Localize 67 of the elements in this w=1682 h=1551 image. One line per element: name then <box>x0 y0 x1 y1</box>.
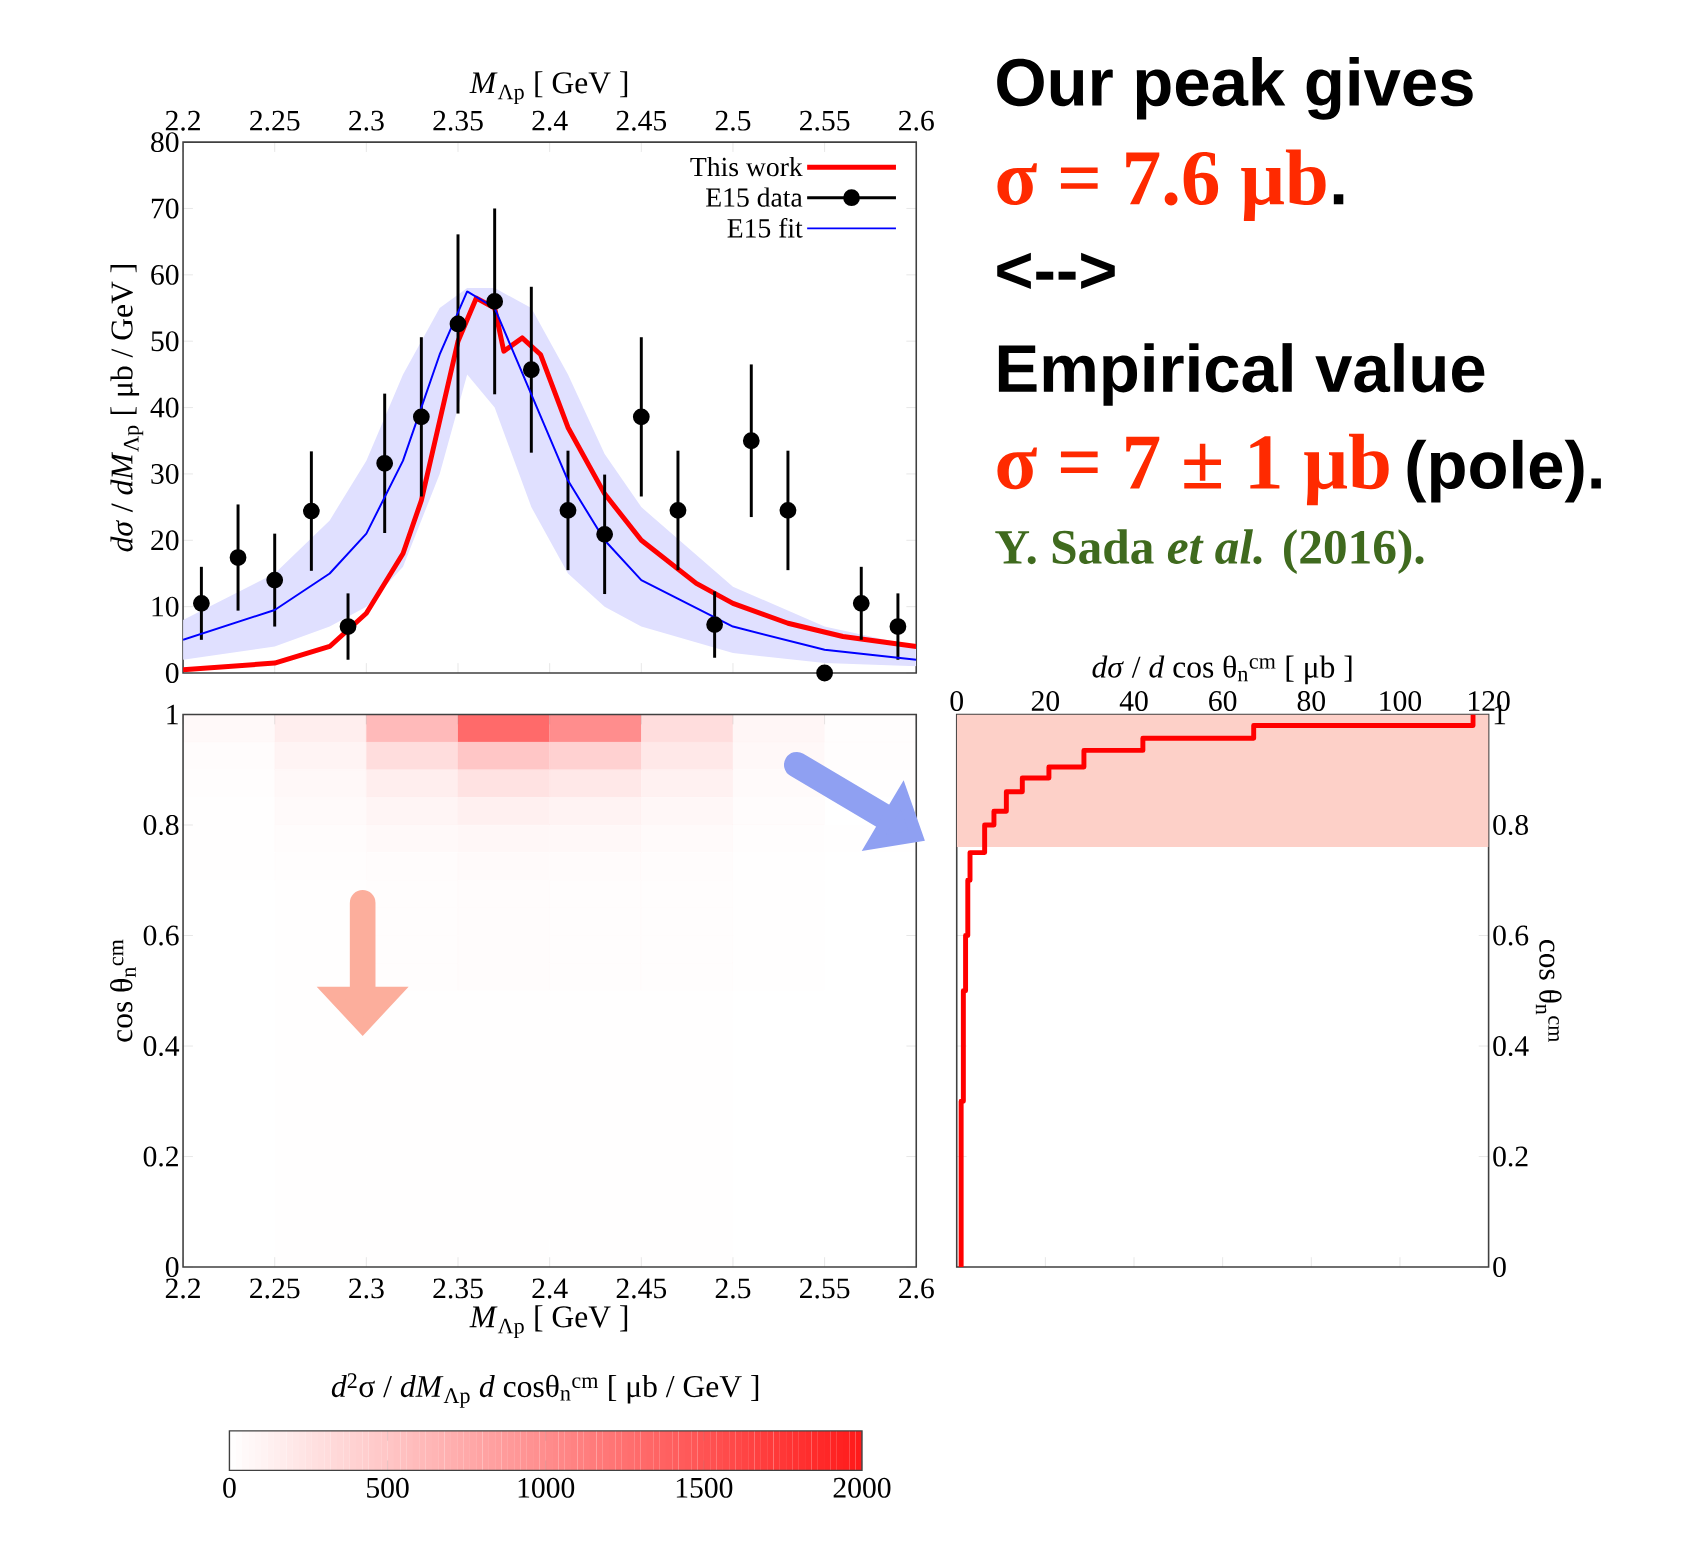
legend-label: E15 fit <box>727 217 803 238</box>
text: Y. Sada et al. (2016). <box>995 529 1424 574</box>
x-tick-label: 2.25 <box>250 1278 300 1299</box>
x-tick-label: 2.5 <box>715 110 751 131</box>
x-tick-label: 2.45 <box>616 110 667 131</box>
x-tick-label: 2.3 <box>349 1278 384 1299</box>
y-tick-label: 0 <box>165 1256 179 1277</box>
y-tick-label: 10 <box>152 596 179 617</box>
x-tick-label: 20 <box>1031 690 1060 711</box>
y-tick-label: 0.2 <box>143 1146 178 1167</box>
x-tick-label: 2.25 <box>250 110 300 131</box>
color-bar-label: 1500 <box>676 1477 733 1498</box>
y-tick-label: 80 <box>151 132 179 152</box>
y-axis-title: cos θ$_{n}$$^{cm}$ <box>1535 939 1562 1042</box>
y-tick-label: 60 <box>151 264 179 285</box>
y-tick-label: 0.2 <box>1493 1146 1528 1167</box>
color-bar-label: 1000 <box>518 1477 575 1498</box>
x-axis-title: M$_{Λp}$ [ GeV ] <box>469 71 628 104</box>
x-tick-label: 80 <box>1297 690 1325 711</box>
x-tick-label: 40 <box>1119 690 1148 711</box>
x-tick-label: 2.4 <box>532 1278 568 1299</box>
y-tick-label: 20 <box>151 530 179 551</box>
text: σ = 7.6 μb <box>997 149 1326 221</box>
y-tick-label: 70 <box>151 198 179 219</box>
y-tick-label: 50 <box>151 331 179 352</box>
x-tick-label: 2.35 <box>433 1278 483 1299</box>
x-tick-label: 2.6 <box>899 110 934 131</box>
text: . <box>1333 194 1344 205</box>
x-axis-title: M$_{Λp}$ [ GeV ] <box>469 1305 628 1338</box>
text: <--> <box>997 252 1115 289</box>
x-tick-label: 0 <box>950 690 963 711</box>
y-tick-label: 0.8 <box>143 814 179 835</box>
legend-label: E15 data <box>706 187 803 207</box>
x-tick-label: 2.2 <box>165 1278 200 1299</box>
y-axis-title: dσ / dM$_{Λp}$ [ μb / GeV ] <box>110 264 144 552</box>
y-axis-title: cos θ$_{n}$$^{cm}$ <box>110 939 136 1042</box>
text: (pole). <box>1407 439 1601 503</box>
x-tick-label: 100 <box>1380 690 1422 711</box>
color-bar-label: 0 <box>223 1477 236 1498</box>
x-tick-label: 2.55 <box>800 1278 850 1299</box>
y-tick-label: 40 <box>150 397 179 418</box>
text: Empirical value <box>998 343 1485 406</box>
y-tick-label: 0 <box>1493 1256 1506 1277</box>
x-tick-label: 2.35 <box>433 110 483 131</box>
y-tick-label: 0.4 <box>143 1035 180 1056</box>
x-tick-label: 2.4 <box>532 110 568 131</box>
x-axis-title: dσ / d cos θ$_{n}$$^{cm}$ [ μb ] <box>1092 655 1352 685</box>
x-tick-label: 2.55 <box>800 110 850 131</box>
y-tick-label: 0.4 <box>1493 1035 1529 1056</box>
y-tick-label: 30 <box>151 463 179 484</box>
x-tick-label: 60 <box>1209 690 1237 711</box>
x-tick-label: 2.2 <box>165 110 200 131</box>
color-bar-label: 2000 <box>833 1477 891 1498</box>
y-tick-label: 0 <box>165 662 179 683</box>
x-tick-label: 2.6 <box>899 1278 934 1299</box>
legend-label: This work <box>690 156 803 177</box>
x-tick-label: 2.45 <box>616 1278 667 1299</box>
x-tick-label: 2.5 <box>715 1278 751 1299</box>
y-tick-label: 1 <box>167 704 178 725</box>
text: Our peak gives <box>997 56 1473 120</box>
color-bar-label: 500 <box>367 1477 409 1498</box>
y-tick-label: 0.6 <box>143 925 179 946</box>
y-tick-label: 0.8 <box>1493 814 1528 835</box>
y-tick-label: 0.6 <box>1493 925 1529 946</box>
text: d$^{2}$σ / dM$_{Λp}$ d cosθ$_{n}$$^{cm}$ [ μb / GeV ] <box>331 1373 759 1408</box>
x-tick-label: 2.3 <box>349 110 384 131</box>
text: σ = 7 ± 1 μb <box>997 433 1389 506</box>
